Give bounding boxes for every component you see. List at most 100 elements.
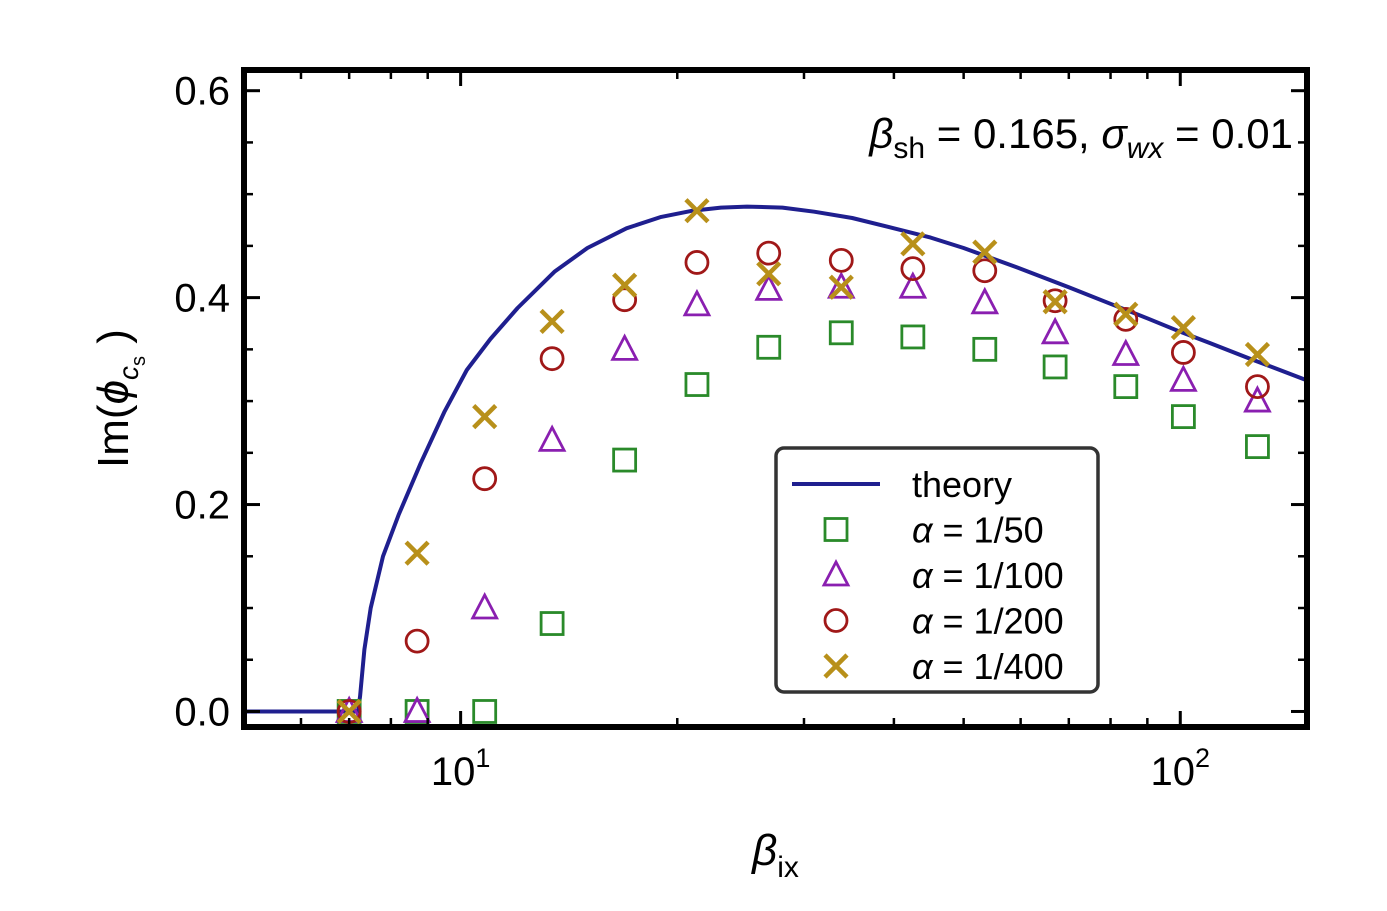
legend-label: α = 1/50: [912, 510, 1044, 551]
data-point-circle: [539, 346, 565, 372]
y-axis-label-base: ϕ: [89, 380, 138, 404]
data-point-x: [1244, 341, 1271, 368]
legend-label: theory: [912, 464, 1012, 505]
data-point-square: [900, 324, 926, 350]
labels-layer: βix Im(ϕcs ) βsh = 0.165, σwx = 0.01: [89, 110, 1293, 884]
data-point-triangle: [1169, 364, 1198, 392]
data-point-circle: [1170, 340, 1196, 365]
x-tick-label-exp: 2: [1195, 743, 1210, 773]
y-axis-label-subsub: s: [128, 356, 150, 366]
data-point-x-stroke-b: [404, 540, 430, 566]
data-point-x: [1113, 301, 1139, 327]
data-point-x-stroke-b: [472, 404, 498, 430]
data-point-square: [972, 336, 998, 362]
y-axis-label: Im(ϕcs ): [89, 329, 150, 468]
data-point-x: [900, 231, 926, 257]
data-point-square: [1113, 374, 1139, 400]
x-axis-label-sub: ix: [777, 851, 799, 884]
data-point-x-stroke-b: [900, 231, 926, 257]
legend-swatch-circle: [823, 608, 849, 633]
annotation-value: = 0.165,: [925, 110, 1101, 157]
y-tick-label: 0.4: [174, 277, 230, 321]
data-point-x-stroke-b: [336, 698, 362, 725]
data-point-x: [539, 308, 565, 335]
data-point-x: [472, 404, 498, 430]
legend-label-symbol: α: [912, 510, 934, 551]
data-point-square: [828, 320, 854, 346]
data-point-x: [756, 261, 782, 287]
y-tick-label: 0.6: [174, 70, 230, 114]
data-point-circle: [1042, 288, 1068, 314]
data-point-circle: [1113, 306, 1139, 332]
y-axis-label-sub: c: [113, 366, 144, 380]
data-point-circle: [612, 287, 638, 313]
y-tick-label: 0.2: [174, 484, 230, 528]
data-point-x-stroke-b: [684, 198, 710, 224]
annotation-value: = 0.01: [1163, 110, 1293, 157]
data-point-circle: [472, 466, 498, 492]
y-axis-label-pre: Im(: [89, 404, 138, 468]
data-point-x: [1042, 289, 1068, 315]
x-tick-label-base: 10: [1151, 750, 1196, 794]
data-point-triangle: [826, 271, 856, 299]
annotation-symbol: σ: [1101, 110, 1128, 157]
data-point-triangle: [1111, 338, 1141, 366]
data-point-circle: [972, 258, 998, 284]
data-point-triangle: [754, 273, 784, 301]
data-point-square: [1170, 404, 1196, 430]
annotation-subscript: wx: [1127, 132, 1165, 165]
data-point-square: [756, 334, 782, 360]
data-point-triangle: [898, 271, 928, 299]
data-point-x: [828, 274, 854, 300]
legend-label-value: = 1/50: [933, 510, 1044, 551]
legend-swatch-triangle: [821, 558, 851, 587]
data-point-x-stroke-b: [828, 274, 854, 300]
data-point-triangle: [1040, 316, 1070, 345]
data-point-x-stroke-b: [1042, 289, 1068, 315]
legend-box: [774, 446, 1100, 694]
data-point-x: [404, 540, 430, 566]
x-axis-label: βix: [750, 826, 799, 884]
data-point-triangle: [470, 591, 499, 620]
data-point-square: [1042, 354, 1068, 380]
data-point-triangle: [682, 288, 712, 317]
data-point-square: [1245, 434, 1270, 460]
legend-label-value: = 1/200: [933, 601, 1064, 642]
parameter-annotation: βsh = 0.165, σwx = 0.01: [867, 110, 1293, 165]
data-point-x: [1170, 315, 1196, 341]
legend-label-value: = 1/100: [933, 555, 1064, 596]
x-tick-label-base: 10: [431, 750, 476, 794]
legend-label: α = 1/400: [912, 646, 1064, 687]
x-axis-label-base: β: [750, 826, 777, 875]
data-point-triangle: [610, 333, 639, 361]
data-point-triangle: [1243, 385, 1272, 413]
data-point-x-stroke-b: [612, 272, 638, 298]
legend-label: α = 1/200: [912, 601, 1064, 642]
series-square-markers: [336, 320, 1270, 724]
marks-layer: [244, 198, 1307, 725]
data-point-x-stroke-b: [756, 261, 782, 287]
data-point-x-stroke-b: [1244, 341, 1271, 368]
plot-frame: [241, 67, 1310, 730]
legend-swatch-square: [823, 517, 849, 542]
legend-label-symbol: α: [912, 646, 934, 687]
x-tick-label: 101: [431, 743, 491, 794]
data-point-circle: [900, 256, 926, 282]
data-point-x-stroke-b: [1113, 301, 1139, 327]
series-circle-markers: [336, 240, 1270, 724]
legend-label-value: = 1/400: [933, 646, 1064, 687]
data-point-x-stroke-b: [539, 308, 565, 335]
data-point-square: [472, 699, 498, 724]
data-point-square: [539, 611, 565, 636]
data-point-x: [336, 698, 362, 725]
series-x-markers: [336, 198, 1271, 725]
data-point-triangle: [402, 695, 432, 723]
legend-swatch-x: [823, 653, 849, 679]
y-tick-label: 0.0: [174, 690, 230, 734]
data-point-x-stroke-b: [972, 239, 998, 265]
data-point-square: [684, 372, 710, 397]
data-point-circle: [404, 628, 430, 654]
